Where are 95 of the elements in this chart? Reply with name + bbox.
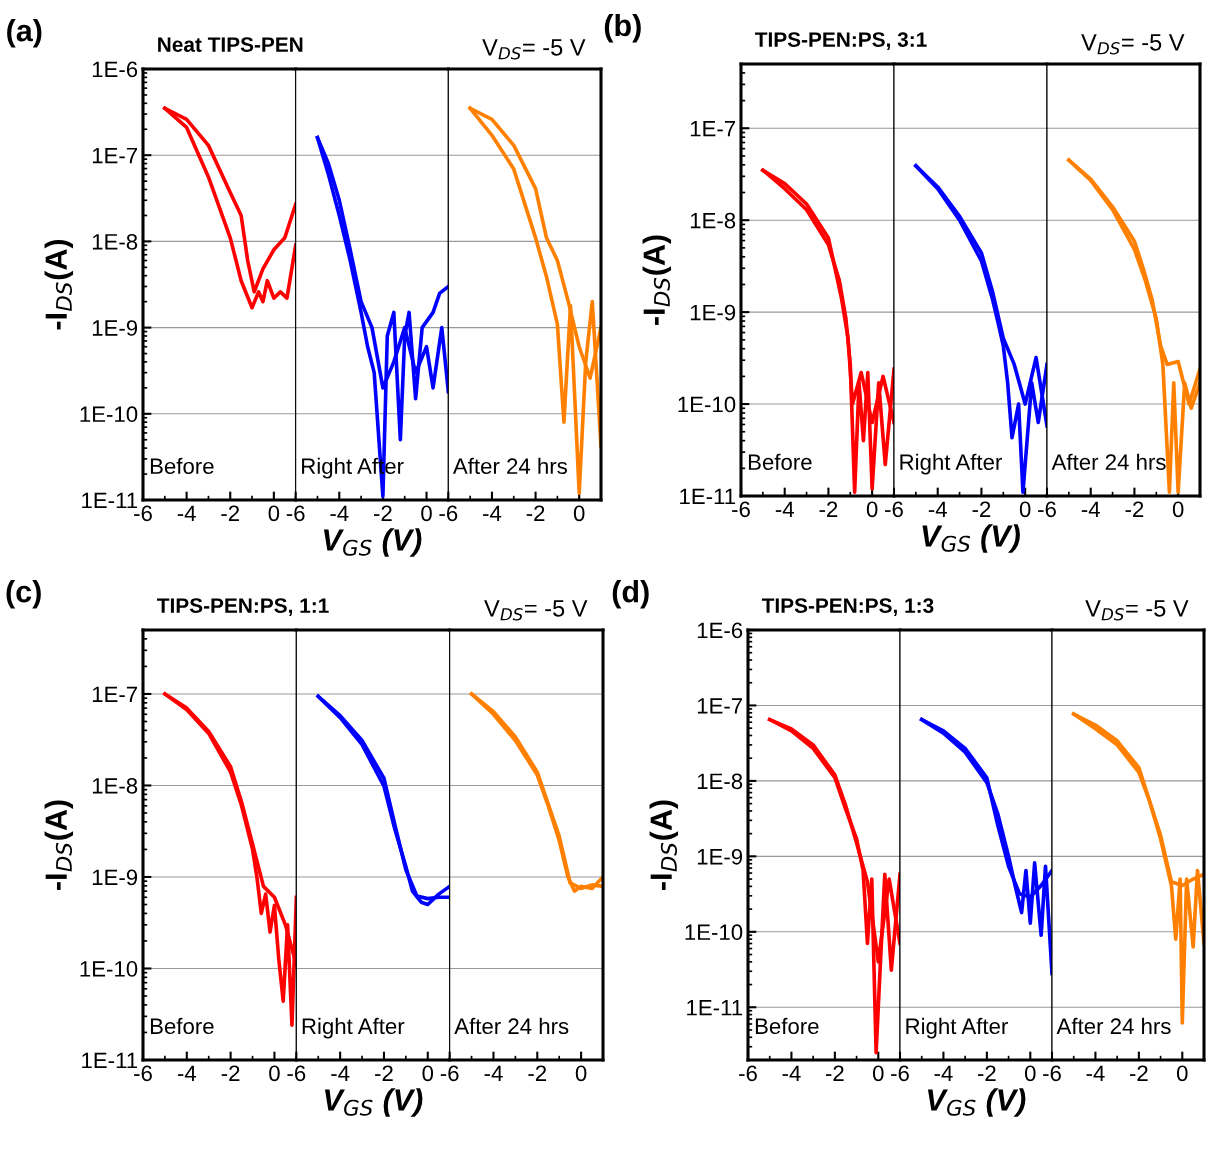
x-tick-label: -6 (440, 1065, 459, 1082)
x-tick-label: -4 (782, 1065, 801, 1081)
chart-title: TIPS-PEN:PS, 3:1 (755, 32, 927, 50)
x-tick-label: -2 (825, 1065, 844, 1081)
x-tick-label: -4 (177, 1065, 197, 1081)
text: V$_{DS}$= -5 V (1081, 34, 1185, 55)
x-tick-label: -4 (1081, 501, 1100, 517)
annotation: After 24 hrs (1051, 453, 1166, 471)
y-tick-label: 1E-8 (697, 773, 743, 790)
y-axis-title: -I$_{DS}$(A) (649, 800, 679, 890)
chart-title: Neat TIPS-PEN (158, 37, 303, 52)
x-tick-label: 0 (268, 505, 280, 522)
x-axis-title: V$_{GS}$ (V) (927, 1088, 1026, 1117)
annotation: Before (748, 453, 812, 471)
x-tick-label: -6 (1043, 1065, 1061, 1082)
chart-title: TIPS-PEN:PS, 1:3 (761, 598, 934, 616)
x-tick-label: 0 (1019, 501, 1031, 518)
x-tick-label: -6 (1038, 501, 1056, 518)
chart-title: TIPS-PEN:PS, 1:1 (157, 598, 329, 616)
text: V$_{DS}$= -5 V (1085, 600, 1189, 621)
x-tick-label: -2 (977, 1065, 996, 1081)
y-tick-label: 1E-10 (685, 924, 743, 941)
annotation: Before (150, 1017, 214, 1035)
annotation: Right After (906, 1017, 1008, 1039)
y-tick-label: 1E-9 (92, 869, 138, 886)
annotation: After 24 hrs (1056, 1017, 1171, 1035)
y-axis-title: -I$_{DS}$(A) (44, 239, 74, 330)
y-axis-title: -I$_{DS}$(A) (642, 235, 672, 325)
x-tick-label: -2 (526, 505, 545, 521)
y-tick-label: 1E-11 (687, 1000, 743, 1016)
y-tick-label: 1E-9 (690, 304, 736, 321)
x-tick-label: -4 (928, 501, 947, 517)
x-tick-label: -4 (177, 505, 196, 521)
x-tick-label: -2 (374, 505, 392, 521)
x-tick-label: -4 (934, 1065, 953, 1081)
x-tick-label: -2 (1125, 501, 1144, 517)
annotation: Right After (900, 453, 1002, 475)
x-tick-label: -2 (528, 1065, 547, 1081)
x-axis-title: V$_{GS}$ (V) (324, 1088, 423, 1117)
x-tick-label: -6 (287, 1065, 306, 1082)
x-tick-label: 0 (1024, 1065, 1036, 1082)
x-tick-label: 0 (269, 1065, 280, 1082)
y-tick-label: 1E-6 (697, 622, 743, 639)
x-tick-label: -6 (286, 505, 305, 522)
x-tick-label: -4 (483, 505, 502, 521)
y-tick-label: 1E-7 (92, 686, 138, 703)
y-tick-label: 1E-9 (92, 320, 138, 336)
x-tick-label: -4 (331, 1065, 350, 1081)
x-tick-label: 0 (1172, 501, 1184, 518)
x-tick-label: 0 (422, 1065, 434, 1082)
x-tick-label: -2 (221, 505, 239, 521)
text: (b) (604, 13, 641, 43)
y-tick-label: 1E-10 (678, 396, 736, 413)
x-tick-label: 0 (575, 1065, 587, 1082)
y-tick-label: 1E-7 (92, 147, 138, 164)
y-tick-label: 1E-8 (92, 778, 138, 794)
x-axis-title: V$_{GS}$ (V) (323, 528, 422, 557)
text: V$_{DS}$= -5 V (482, 39, 586, 60)
x-tick-label: -2 (1129, 1065, 1148, 1081)
x-tick-label: 0 (573, 505, 585, 522)
text: (c) (6, 580, 41, 609)
x-tick-label: 0 (1176, 1065, 1188, 1082)
x-tick-label: -4 (1086, 1065, 1105, 1081)
text: (d) (612, 580, 649, 609)
annotation: After 24 hrs (452, 457, 567, 475)
x-axis-title: V$_{GS}$ (V) (922, 524, 1020, 553)
x-tick-label: -6 (439, 505, 458, 522)
x-tick-label: -6 (739, 1065, 757, 1082)
y-tick-label: 1E-7 (690, 121, 736, 137)
x-tick-label: -6 (885, 501, 903, 518)
y-tick-label: 1E-10 (80, 961, 138, 977)
text: (a) (7, 18, 42, 48)
x-tick-label: 0 (866, 501, 878, 518)
x-tick-label: -2 (221, 1065, 240, 1081)
text: V$_{DS}$= -5 V (484, 600, 588, 621)
y-tick-label: 1E-8 (92, 233, 138, 250)
y-tick-label: 1E-8 (690, 212, 736, 229)
x-tick-label: -4 (330, 505, 349, 521)
y-tick-label: 1E-6 (92, 61, 138, 78)
x-tick-label: 0 (872, 1065, 884, 1082)
y-axis-title: -I$_{DS}$(A) (44, 800, 74, 890)
x-tick-label: -2 (972, 501, 991, 517)
x-tick-label: -2 (819, 501, 838, 517)
x-tick-label: -4 (775, 501, 794, 517)
y-tick-label: 1E-10 (80, 406, 138, 423)
x-tick-label: -4 (484, 1065, 503, 1081)
x-tick-label: -2 (375, 1065, 393, 1081)
annotation: Before (150, 457, 214, 475)
x-tick-label: -6 (891, 1065, 909, 1082)
x-tick-label: 0 (421, 505, 432, 522)
annotation: After 24 hrs (454, 1017, 569, 1035)
y-tick-label: 1E-7 (697, 698, 743, 714)
annotation: Right After (302, 1017, 405, 1039)
annotation: Before (755, 1017, 819, 1035)
y-tick-label: 1E-9 (697, 848, 743, 865)
